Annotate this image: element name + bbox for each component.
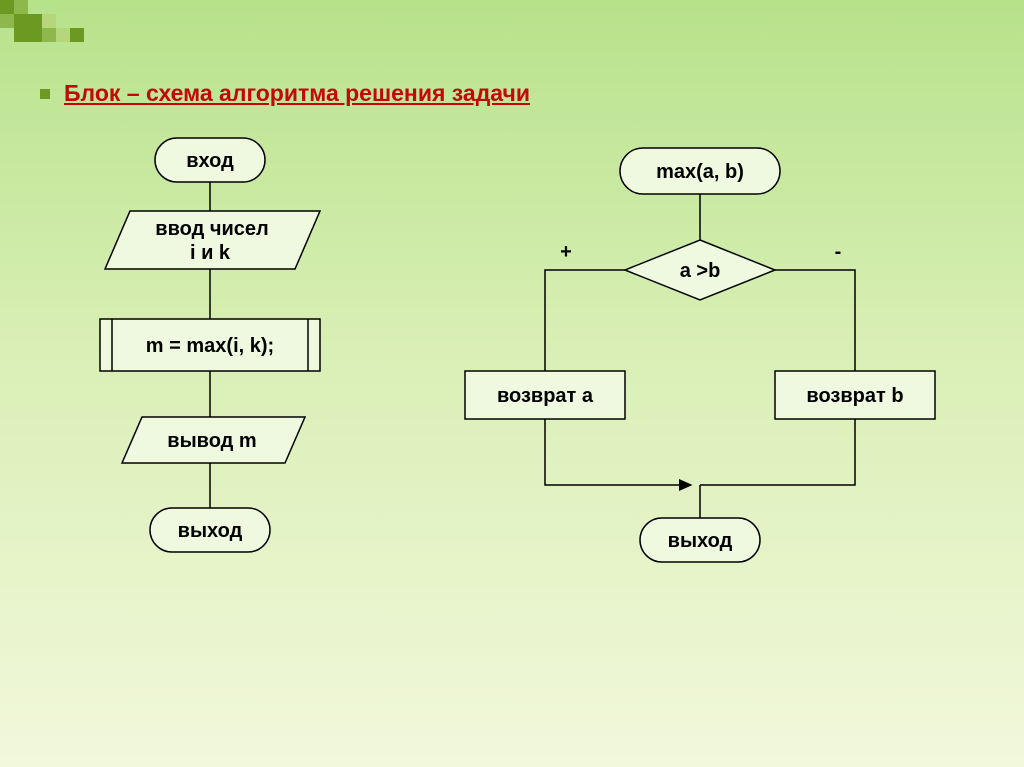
edge-merge-left [545,419,691,485]
node-end-label: выход [178,520,243,542]
decor-square [56,28,70,42]
bullet-icon [40,89,50,99]
node-input-label-1: ввод чисел [155,218,268,240]
node-process-label: m = max(i, k); [146,335,274,357]
decision-plus-label: + [560,241,572,263]
decor-square [42,28,56,42]
right-flowchart: max(a, b) a >b + - возврат a возврат b в… [440,140,1000,610]
slide-background: Блок – схема алгоритма решения задачи вх… [0,0,1024,767]
node-return-b-label: возврат b [806,385,903,407]
node-max-start-label: max(a, b) [656,161,744,183]
decor-square [0,0,14,14]
node-output-label: вывод m [167,430,256,452]
node-input-label-2: i и k [190,242,231,264]
title-row: Блок – схема алгоритма решения задачи [40,80,530,107]
node-decision-label: a >b [680,260,721,282]
edge-right [775,270,855,371]
decor-square [42,14,56,28]
decision-minus-label: - [835,241,842,263]
edge-left [545,270,625,371]
node-return-a-label: возврат a [497,385,594,407]
slide-title: Блок – схема алгоритма решения задачи [64,80,530,107]
decor-square [0,14,14,28]
left-flowchart: вход ввод чисел i и k m = max(i, k); выв… [60,130,360,600]
decor-square [70,28,84,42]
edge-merge-right [700,419,855,485]
node-max-end-label: выход [668,530,733,552]
decor-square [14,14,42,42]
node-start-label: вход [186,150,234,172]
decor-square [14,0,28,14]
